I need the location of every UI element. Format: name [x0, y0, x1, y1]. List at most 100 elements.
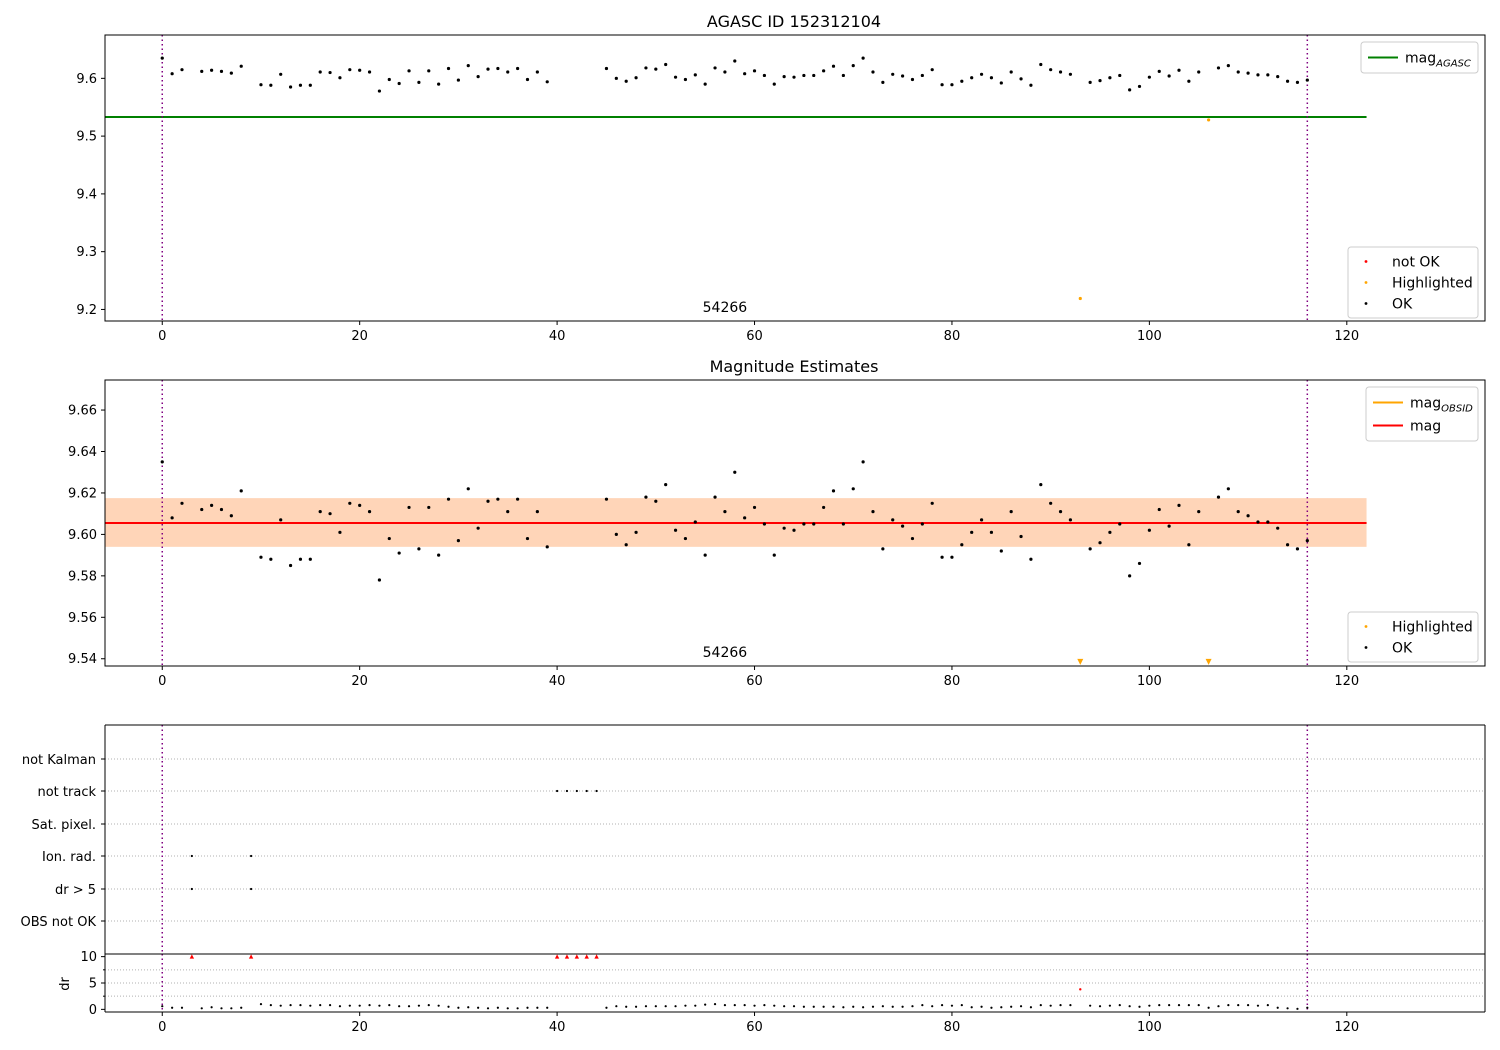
dr-point — [240, 1006, 243, 1009]
p1-point-ok — [871, 70, 875, 74]
p1-point-ok — [1216, 66, 1221, 70]
p1-point-ok — [328, 70, 332, 75]
p1-point-ok — [673, 75, 678, 79]
p1-point-ok — [318, 70, 322, 74]
p2-point-ok — [654, 499, 658, 503]
dr-point — [911, 1005, 914, 1008]
dr-point — [1227, 1004, 1230, 1007]
dr-point — [309, 1004, 312, 1007]
p2-point-ok — [1246, 514, 1250, 518]
p2-lower-legend-marker — [1364, 625, 1368, 628]
dr-point — [526, 1006, 529, 1009]
p1-point-ok — [683, 77, 688, 82]
dr-point — [773, 1004, 776, 1007]
p2-point-ok — [1285, 543, 1290, 547]
p2-point-ok — [940, 555, 944, 559]
panel-agasc: AGASC ID 152312104 0 20 40 60 80 100 120 9.2 9.3… — [76, 12, 1486, 344]
p1-point-ok — [792, 75, 796, 79]
p1-point-ok — [772, 82, 776, 86]
p1-point-ok — [200, 69, 204, 73]
panel-magnitude-estimates: Magnitude Estimates 0 20 40 60 80 100 120 9.54 9… — [68, 357, 1486, 689]
p2-point-ok — [1197, 510, 1201, 514]
p2-point-ok — [506, 510, 510, 514]
p1-point-ok — [999, 81, 1003, 85]
dr-point — [1306, 1006, 1309, 1009]
p2-point-ok — [900, 524, 905, 528]
p1-xtick-label: 20 — [351, 329, 368, 344]
dr-point — [259, 1002, 263, 1006]
p2-point-ok — [822, 505, 826, 510]
p2-xtick-label: 120 — [1334, 674, 1359, 689]
p1-point-ok — [881, 80, 885, 84]
dr-point — [1089, 1004, 1092, 1007]
dr-point — [950, 1004, 954, 1007]
p1-upper-legend-frame — [1360, 41, 1479, 74]
p2-ytick-label: 9.62 — [68, 486, 97, 501]
p2-point-ok — [1147, 528, 1151, 532]
p2-upper-legend-label: mag — [1410, 419, 1441, 435]
p1-point-ok — [239, 64, 243, 68]
p1-point-ok — [1167, 74, 1171, 78]
dr-point — [368, 1004, 371, 1007]
dr-point — [871, 1005, 875, 1008]
p1-point-ok — [851, 64, 855, 68]
dr-point — [1019, 1005, 1023, 1008]
panel2-plot: 0 20 40 60 80 100 120 9.54 9.56 9.58 9.60 9.62 9.64 9… — [68, 379, 1486, 689]
p1-point-ok — [634, 76, 638, 80]
p2-point-ok — [1108, 530, 1112, 534]
p2-point-ok — [1157, 507, 1161, 512]
p2-point-ok — [328, 512, 332, 516]
panel2-annotation: 54266 — [703, 645, 748, 661]
p2-point-ok — [1305, 539, 1309, 543]
p1-point-ok — [496, 66, 500, 71]
p1-xtick-label: 120 — [1334, 329, 1359, 344]
p2-ytick-label: 9.64 — [68, 445, 97, 460]
dr-point — [713, 1002, 717, 1006]
p2-point-ok — [1058, 510, 1063, 514]
p2-point-highlighted — [1205, 658, 1212, 665]
dr-point — [289, 1004, 292, 1007]
p1-point-ok — [377, 89, 382, 93]
p2-xtick-label: 40 — [549, 674, 566, 689]
p2-point-ok — [871, 510, 875, 514]
p2-frame — [104, 379, 1486, 667]
p1-point-ok — [417, 80, 421, 84]
p2-point-ok — [1128, 574, 1132, 578]
p1-point-ok — [1039, 62, 1043, 67]
p1-point-ok — [1068, 72, 1073, 76]
dr-point — [1108, 1004, 1111, 1007]
dr-point — [388, 1004, 391, 1007]
p2-point-ok — [752, 505, 757, 510]
dr-point — [921, 1004, 924, 1007]
dr-point — [1000, 1006, 1003, 1009]
p2-point-ok — [1098, 541, 1102, 545]
p1-point-ok — [664, 62, 668, 67]
p1-ytick-label: 9.3 — [76, 245, 97, 260]
p2-point-ok — [723, 510, 727, 514]
dr-point — [1177, 1004, 1181, 1007]
p1-point-ok — [1137, 84, 1142, 89]
dr-point — [447, 1005, 450, 1008]
p1-point-ok — [535, 70, 539, 74]
p1-point-highlighted — [1207, 118, 1211, 122]
p1-point-ok — [1177, 68, 1181, 72]
dr-point — [625, 1005, 628, 1008]
dr-point — [1118, 1004, 1121, 1007]
p2-xtick-label: 20 — [351, 674, 368, 689]
p1-point-ok — [624, 79, 628, 83]
p1-ytick-label: 9.5 — [76, 130, 97, 145]
dr-point-clipped — [564, 954, 570, 959]
p2-lower-legend-label: OK — [1392, 641, 1413, 657]
p2-point-ok — [239, 489, 243, 493]
p2-point-ok — [298, 557, 303, 561]
p2-xtick-label: 60 — [746, 674, 763, 689]
dr-point — [536, 1006, 539, 1009]
p1-point-ok — [1118, 73, 1122, 78]
dr-point — [1049, 1004, 1052, 1007]
p1-point-ok — [1236, 70, 1240, 74]
p4-xtick-label: 60 — [746, 1020, 763, 1035]
p1-point-ok — [940, 83, 944, 87]
p2-point-ok — [891, 518, 895, 522]
dr-point — [417, 1004, 421, 1007]
p2-point-ok — [535, 510, 539, 514]
